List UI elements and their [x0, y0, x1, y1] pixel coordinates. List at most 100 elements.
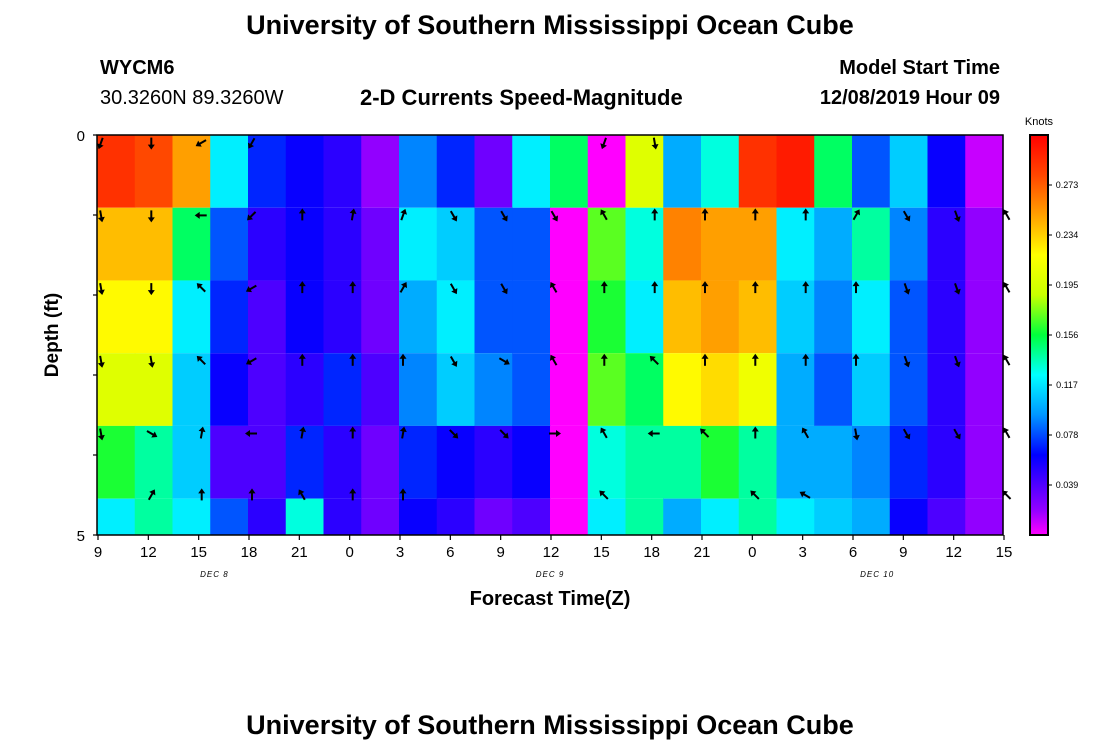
current-arrow [349, 488, 357, 501]
current-arrow [148, 355, 156, 368]
current-arrow [349, 281, 357, 294]
current-arrow [498, 357, 510, 365]
current-arrow [248, 488, 256, 501]
heatmap-cell [927, 280, 966, 354]
heatmap-cell [738, 135, 778, 208]
current-arrow [97, 210, 105, 223]
current-arrow [198, 488, 206, 501]
heatmap-cell [852, 353, 891, 426]
heatmap-cell [814, 207, 853, 281]
heatmap-cell [248, 425, 287, 499]
heatmap-cell [814, 498, 853, 535]
current-arrow [750, 490, 760, 500]
x-tick-label: 9 [899, 544, 907, 561]
current-arrow [500, 210, 508, 222]
heatmap-cell [701, 353, 740, 426]
current-arrow [852, 281, 860, 294]
heatmap-cell [361, 353, 400, 426]
x-tick-label: 18 [643, 544, 660, 561]
heatmap-cell [965, 280, 1004, 354]
current-arrow [245, 284, 257, 293]
heatmap-cell [323, 425, 362, 499]
heatmap-cell [889, 498, 929, 535]
heatmap-cell [587, 207, 627, 281]
heatmap-cell [550, 353, 589, 426]
heatmap-cell [663, 498, 702, 535]
current-arrow [600, 137, 607, 150]
heatmap-cell [550, 135, 589, 208]
current-arrow [349, 426, 357, 439]
current-arrow [198, 426, 206, 439]
current-arrow [1002, 282, 1011, 293]
heatmap-cell [97, 135, 136, 208]
current-arrow [97, 137, 104, 150]
heatmap-cell [285, 498, 325, 535]
heatmap-cell [814, 135, 853, 208]
heatmap-cell [248, 207, 287, 281]
heatmap-cell [323, 207, 362, 281]
x-tick-label: 18 [241, 544, 258, 561]
current-arrow [953, 428, 961, 440]
current-arrow [245, 357, 257, 365]
heatmap-cell [172, 425, 211, 499]
y-tick-label: 0 [77, 128, 85, 145]
heatmap-cell [323, 353, 362, 426]
heatmap-cell [248, 498, 287, 535]
x-tick-label: 0 [345, 544, 353, 561]
plot-frame [96, 134, 1004, 536]
heatmap-cell [738, 425, 778, 499]
current-arrow [298, 353, 306, 366]
heatmap-cell [512, 280, 551, 354]
colorbar [1029, 134, 1049, 536]
heatmap-cell [474, 498, 513, 535]
heatmap-cell [587, 135, 627, 208]
current-arrow [801, 427, 810, 439]
colorbar-tick-label: 0.156 [1056, 330, 1079, 340]
model-start-label: Model Start Time [839, 57, 1000, 79]
heatmap-cell [625, 280, 664, 354]
heatmap-cell [663, 280, 702, 354]
heatmap-cell [474, 353, 513, 426]
heatmap-cell [852, 498, 891, 535]
heatmap-cell [965, 353, 1004, 426]
current-arrow [97, 283, 105, 295]
heatmap-cell [587, 280, 627, 354]
heatmap-cell [210, 353, 249, 426]
heatmap-cell [625, 207, 664, 281]
heatmap-cell [399, 498, 438, 535]
heatmap-cell [512, 425, 551, 499]
current-arrow [194, 211, 207, 219]
current-arrow [349, 353, 357, 366]
heatmap-cell [965, 425, 1004, 499]
x-tick-label: 21 [291, 544, 308, 561]
heatmap-cell [701, 280, 740, 354]
x-tick-label: 12 [945, 544, 962, 561]
model-start-value: 12/08/2019 Hour 09 [819, 87, 1000, 109]
current-arrow [701, 353, 709, 366]
heatmap-cell [852, 207, 891, 281]
current-arrow [147, 489, 156, 501]
current-arrow [550, 210, 559, 222]
current-arrow [147, 210, 155, 223]
y-axis-label: Depth (ft) [42, 293, 63, 377]
x-tick-label: 15 [996, 544, 1013, 561]
current-arrow [751, 208, 759, 221]
current-arrow [1002, 209, 1011, 221]
current-arrow [600, 353, 608, 366]
current-arrow [902, 428, 911, 440]
heatmap-cell [210, 280, 249, 354]
station-id: WYCM6 [100, 57, 175, 79]
heatmap-cell [701, 425, 740, 499]
current-arrow [1002, 354, 1011, 366]
heatmap-cell [248, 353, 287, 426]
current-arrow [799, 491, 811, 499]
heatmap-cell [776, 207, 815, 281]
colorbar-unit: Knots [1025, 116, 1054, 128]
current-arrow [751, 426, 759, 439]
current-arrow [97, 428, 105, 441]
heatmap-cell [512, 498, 551, 535]
current-arrow [903, 283, 911, 295]
current-arrow [751, 281, 759, 294]
current-arrow [298, 489, 306, 501]
